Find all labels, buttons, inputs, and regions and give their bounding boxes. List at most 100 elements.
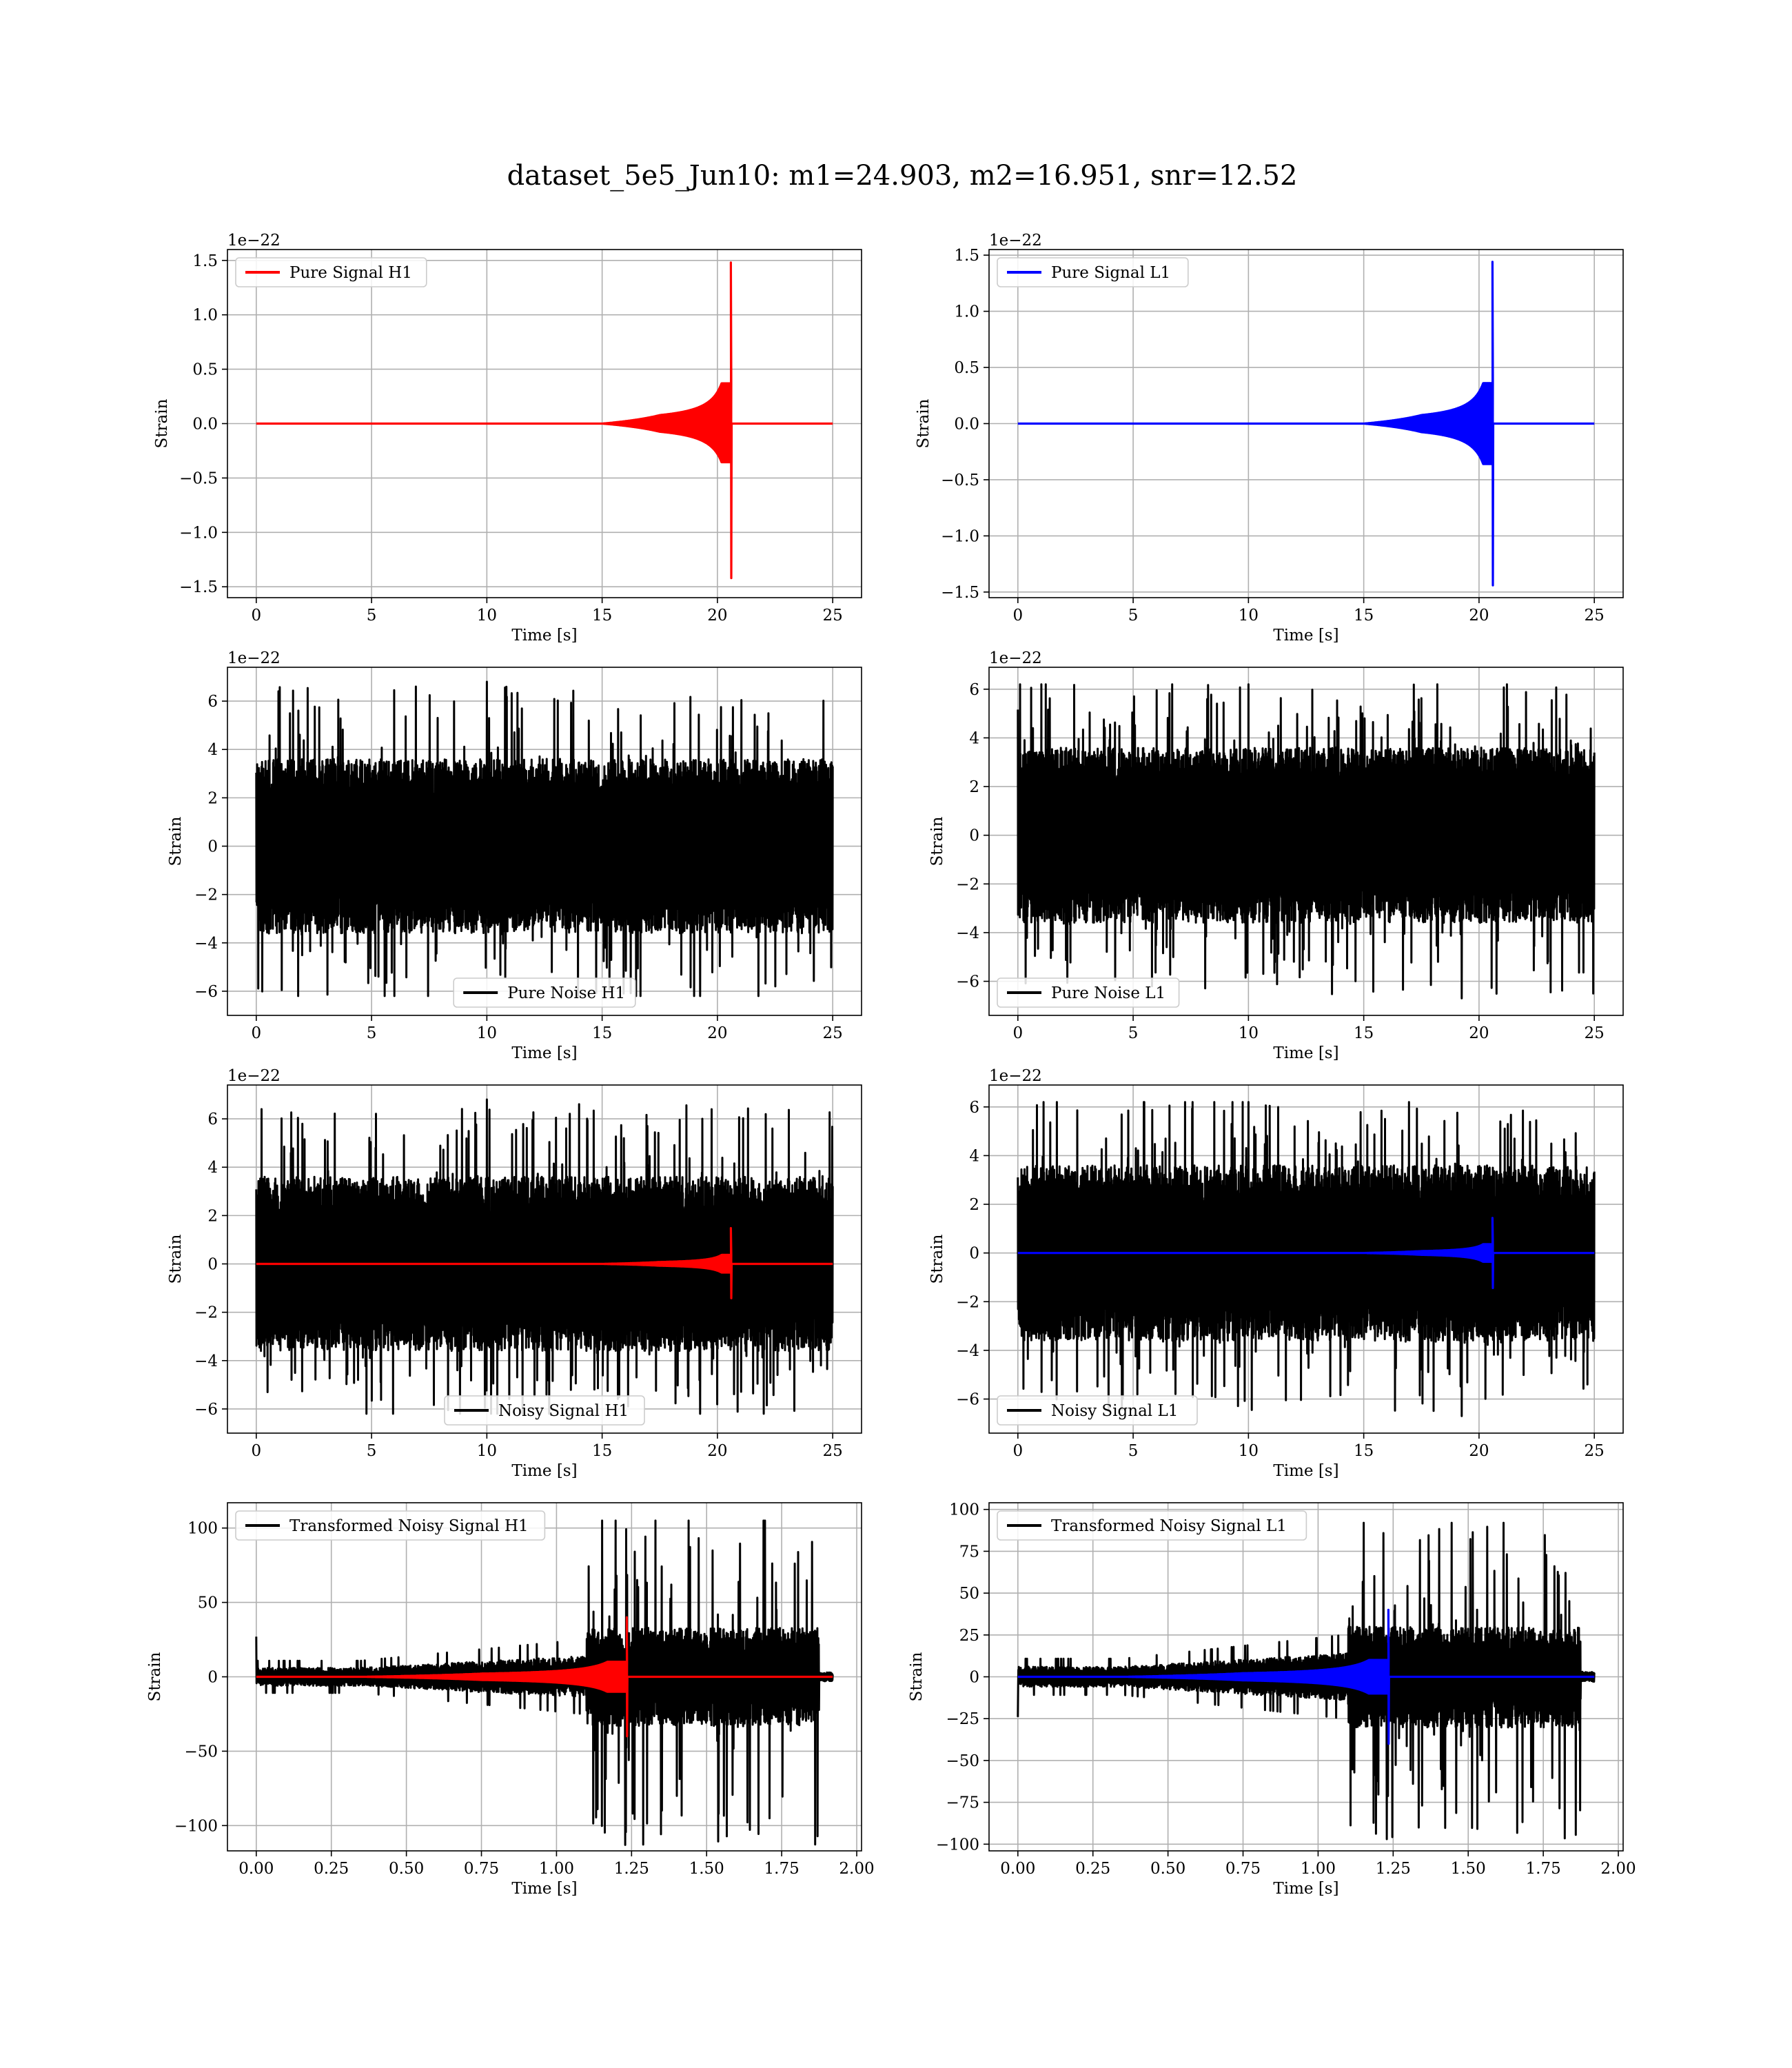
y-tick-label: 0.5	[192, 361, 218, 379]
panel-noisy-signal-h1: 0 5 10 15 20 25 −6 −4 −2 0 2 4 6 Time [s] Strain 1e−22 N…	[167, 1067, 862, 1480]
panel-pure-noise-h1: 0 5 10 15 20 25 −6 −4 −2 0 2 4 6 Time [s] Strain 1e−22 P…	[167, 649, 862, 1062]
series-line-signal-overlay	[1017, 1608, 1595, 1745]
x-tick-label: 25	[1585, 1442, 1605, 1460]
y-tick-label: −50	[946, 1752, 979, 1770]
y-tick-label: −4	[194, 935, 218, 953]
x-tick-label: 1.50	[1451, 1860, 1486, 1878]
legend: Transformed Noisy Signal H1	[235, 1510, 546, 1541]
y-tick-label: 2	[969, 1196, 979, 1214]
x-tick-label: 0.50	[1150, 1860, 1185, 1878]
legend-box	[997, 1510, 1307, 1541]
y-axis-label: Strain	[928, 816, 946, 866]
y-tick-label: 1.5	[192, 252, 218, 270]
x-tick-label: 25	[1585, 1024, 1605, 1042]
y-tick-label: −4	[956, 1342, 979, 1360]
y-tick-label: −1.5	[179, 578, 218, 596]
legend-entry: Noisy Signal H1	[498, 1402, 629, 1420]
x-axis-label: Time [s]	[511, 1880, 577, 1898]
y-tick-label: 6	[969, 1099, 979, 1117]
legend-box	[453, 977, 636, 1008]
y-tick-label: 0.5	[954, 359, 979, 377]
series-line-transformed-noisy-signal-l1	[1017, 1521, 1596, 1841]
series-line-pure-signal-l1	[1017, 261, 1595, 587]
series-line-signal-overlay	[1017, 1217, 1595, 1290]
x-tick-label: 5	[367, 1442, 377, 1460]
x-tick-label: 10	[1239, 1024, 1259, 1042]
panel-transformed-noisy-signal-h1: 0.00 0.25 0.50 0.75 1.00 1.25 1.50 1.75 2.00 −100…	[146, 1502, 875, 1898]
x-tick-label: 5	[1128, 1442, 1139, 1460]
x-tick-label: 0	[251, 1024, 261, 1042]
y-tick-label: 75	[959, 1543, 979, 1561]
x-tick-label: 0.00	[1000, 1860, 1035, 1878]
plot-area	[1017, 261, 1595, 587]
axis-offset-text: 1e−22	[989, 1067, 1042, 1085]
x-tick-label: 20	[707, 1024, 727, 1042]
legend: Pure Noise H1	[453, 977, 636, 1008]
legend: Pure Noise L1	[997, 977, 1180, 1008]
axis-offset-text: 1e−22	[227, 649, 281, 667]
y-axis-label: Strain	[146, 1652, 164, 1701]
legend: Noisy Signal L1	[997, 1395, 1198, 1426]
y-axis-label: Strain	[167, 1234, 185, 1284]
y-tick-label: 2	[207, 789, 218, 807]
axes-frame	[988, 667, 1624, 1016]
panel-pure-signal-l1: 0 5 10 15 20 25 −1.5 −1.0 −0.5 0.0 0.5 1.0 1.5 Time […	[915, 232, 1624, 645]
x-tick-label: 10	[477, 1024, 497, 1042]
y-tick-label: −6	[956, 973, 979, 991]
axes-frame	[988, 1084, 1624, 1434]
x-tick-label: 0	[1012, 1024, 1023, 1042]
y-tick-label: 4	[207, 741, 218, 759]
y-tick-label: 0	[207, 1256, 218, 1274]
x-tick-label: 0.75	[1225, 1860, 1261, 1878]
y-tick-label: 50	[198, 1594, 218, 1612]
legend-entry: Pure Noise L1	[1051, 984, 1165, 1002]
legend-box	[997, 1395, 1198, 1426]
y-tick-label: −25	[946, 1710, 979, 1728]
series-line-signal-overlay	[255, 1616, 833, 1738]
x-tick-label: 0	[1012, 1442, 1023, 1460]
x-tick-label: 25	[823, 1442, 843, 1460]
plot-area	[255, 1098, 834, 1415]
series-line-transformed-noisy-signal-h1	[255, 1519, 834, 1846]
x-tick-label: 5	[1128, 1024, 1139, 1042]
x-axis-label: Time [s]	[511, 1462, 577, 1480]
panel-pure-signal-h1: 0 5 10 15 20 25 −1.5 −1.0 −0.5 0.0 0.5 1.0 1.5 Time […	[153, 232, 862, 645]
plot-area	[255, 1519, 834, 1846]
y-tick-label: 4	[207, 1159, 218, 1177]
x-axis-label: Time [s]	[1273, 1044, 1338, 1062]
x-tick-label: 1.75	[764, 1860, 800, 1878]
x-tick-label: 20	[1469, 1442, 1489, 1460]
y-tick-label: −4	[194, 1352, 218, 1370]
y-tick-label: −6	[194, 1401, 218, 1419]
x-axis-label: Time [s]	[511, 627, 577, 645]
series-line-pure-noise-l1	[1017, 683, 1596, 1000]
x-tick-label: 15	[1354, 607, 1374, 625]
y-tick-label: −100	[174, 1817, 218, 1835]
y-tick-label: 4	[969, 1147, 979, 1165]
x-tick-label: 10	[477, 1442, 497, 1460]
legend: Pure Signal H1	[235, 257, 427, 287]
x-tick-label: 0.75	[464, 1860, 499, 1878]
y-tick-label: 0	[969, 1245, 979, 1263]
x-tick-label: 25	[823, 607, 843, 625]
y-tick-label: 50	[959, 1585, 979, 1603]
x-tick-label: 25	[1585, 607, 1605, 625]
y-tick-label: −2	[194, 886, 218, 904]
y-tick-label: 6	[207, 693, 218, 711]
y-tick-label: 25	[959, 1627, 979, 1645]
x-tick-label: 15	[592, 1442, 612, 1460]
x-tick-label: 1.50	[689, 1860, 724, 1878]
series-line-pure-noise-h1	[255, 680, 834, 997]
y-tick-label: 6	[969, 681, 979, 699]
y-tick-label: 100	[949, 1501, 979, 1519]
legend-entry: Pure Noise H1	[507, 984, 625, 1002]
x-tick-label: 5	[367, 607, 377, 625]
y-tick-label: −100	[936, 1836, 979, 1854]
series-line-noisy-signal-l1	[1017, 1101, 1596, 1417]
y-tick-label: −1.0	[941, 527, 979, 545]
x-axis-label: Time [s]	[1273, 1880, 1338, 1898]
y-tick-label: −2	[956, 1293, 979, 1311]
x-tick-label: 0	[1012, 607, 1023, 625]
x-tick-label: 2.00	[1600, 1860, 1636, 1878]
